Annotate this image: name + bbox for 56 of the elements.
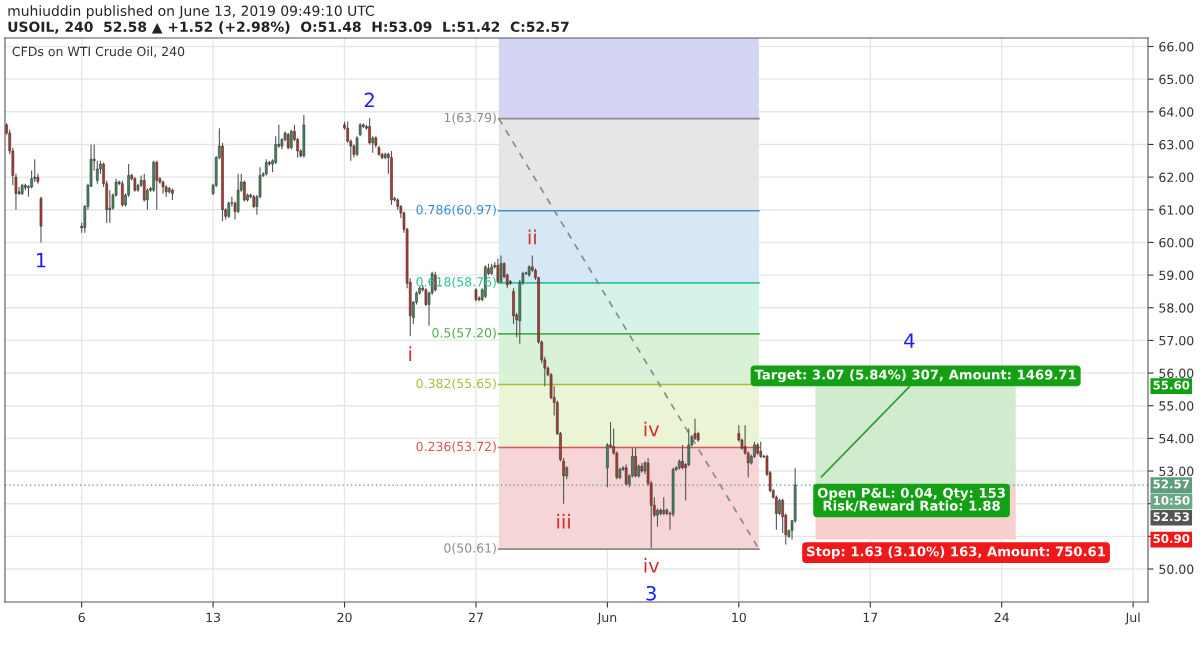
candlestick <box>390 150 393 206</box>
x-tick-label: 6 <box>78 612 85 623</box>
candlestick <box>290 129 293 150</box>
x-tick-label: 24 <box>994 612 1009 622</box>
ref-line-label: 52.57 <box>1153 479 1189 489</box>
band-label: Stop: 1.63 (3.10%) 163, Amount: 750.61 <box>807 546 1106 559</box>
y-tick-label: 55.00 <box>1159 401 1194 411</box>
annotation: ii <box>528 229 536 245</box>
candlestick <box>778 498 781 516</box>
y-tick-label: 63.00 <box>1159 139 1194 150</box>
ref-line-label: 0.236(53.72) <box>416 441 496 453</box>
ref-line-label: 0.382(55.65) <box>416 378 496 390</box>
ref-line-label: 0.5(57.20) <box>432 327 496 339</box>
y-tick-label: 64.00 <box>1159 107 1194 117</box>
text: 50.90 <box>1153 534 1190 544</box>
annotation: 2 <box>364 92 374 108</box>
candlestick <box>656 508 659 528</box>
y-tick-label: 61.00 <box>1159 205 1194 215</box>
y-tick-label: 56.00 <box>1159 368 1194 378</box>
text: 52.53 <box>1153 512 1189 522</box>
y-tick-label: 57.00 <box>1159 335 1194 346</box>
annotation: Open P&L: 0.04, Qty: 153 Risk/Reward Ratio: 1.88 <box>817 487 1005 512</box>
y-tick-label: 62.00 <box>1159 172 1194 183</box>
x-tick-label: 20 <box>337 612 352 623</box>
y-tick-label: 54.00 <box>1159 433 1194 444</box>
candlestick <box>121 179 124 208</box>
annotation: i <box>409 346 412 361</box>
annotation: CFDs on WTI Crude Oil, 240 <box>12 46 185 58</box>
x-tick-label: Jun <box>596 612 617 625</box>
candlestick <box>634 447 637 479</box>
text: 55.60 <box>1153 380 1190 390</box>
ref-line-label: 0.786(60.97) <box>416 204 496 216</box>
y-tick-label: 65.00 <box>1159 74 1194 85</box>
text: 10:50 <box>1153 495 1190 505</box>
annotation: 4 <box>904 333 915 348</box>
annotation: 1 <box>36 253 46 268</box>
annotation: 3 <box>646 585 656 601</box>
band-label: Target: 3.07 (5.84%) 307, Amount: 1469.71 <box>754 369 1076 383</box>
y-tick-label: 50.00 <box>1159 564 1194 574</box>
y-tick-label: 60.00 <box>1159 237 1194 248</box>
x-tick-label: 17 <box>863 612 878 622</box>
y-tick-label: 58.00 <box>1159 303 1194 313</box>
x-tick-label: 27 <box>468 612 483 622</box>
y-tick-label: 53.00 <box>1159 466 1194 476</box>
annotation: iv <box>644 557 660 573</box>
annotation: iv <box>644 421 660 437</box>
chart-title: USOIL, 240 52.58 ▲ +1.52 (+2.98%) O:51.48 H:53.09 L:51.42 C:52.57 <box>8 21 569 34</box>
ref-line-label: 0(50.61) <box>444 543 496 555</box>
annotation: iii <box>557 513 570 529</box>
y-tick-label: 59.00 <box>1159 270 1194 281</box>
x-tick-label: Jul <box>1124 612 1140 625</box>
ref-line-label: 1(63.79) <box>444 112 496 124</box>
x-tick-label: 10 <box>732 612 746 623</box>
x-tick-label: 13 <box>206 612 221 623</box>
chart-subtitle: muhiuddin published on June 13, 2019 09:49:10 UTC <box>8 5 374 19</box>
y-tick-label: 66.00 <box>1159 41 1194 52</box>
